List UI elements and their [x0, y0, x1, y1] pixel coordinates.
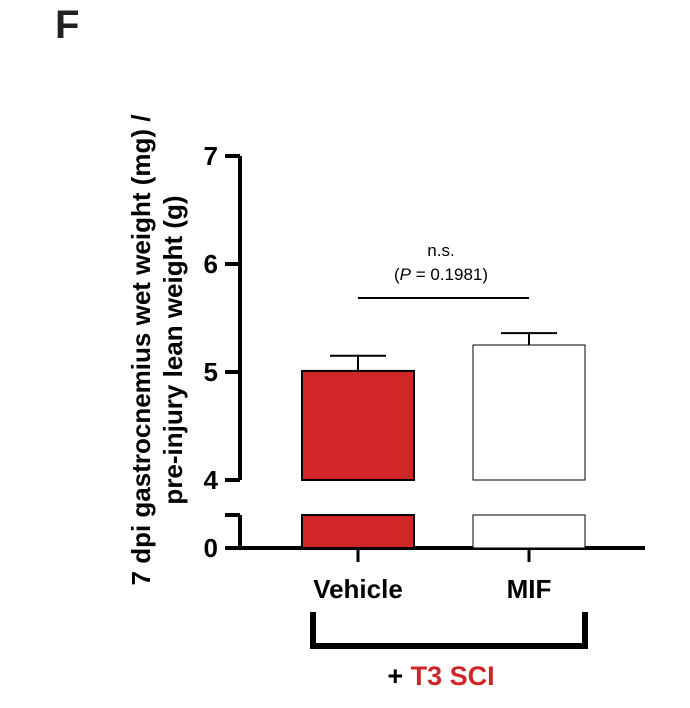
x-tick-label: Vehicle	[313, 574, 403, 604]
group-label: + T3 SCI	[387, 661, 494, 691]
y-tick-label: 5	[204, 357, 218, 387]
y-axis-title-line2: pre-injury lean weight (g)	[158, 195, 188, 504]
bar-vehicle-lower	[301, 514, 415, 549]
bar-mif-lower	[472, 514, 586, 549]
bar-vehicle-upper	[301, 369, 415, 482]
y-ticks: 4 5 6 7 0 Vehicle MIF	[204, 141, 552, 604]
y-tick-label: 4	[204, 465, 219, 495]
y-tick-label: 7	[204, 141, 218, 171]
significance-label: n.s.	[427, 241, 454, 260]
y-tick-label: 6	[204, 249, 218, 279]
bar-mif-upper	[472, 344, 586, 481]
p-value-label: (P = 0.1981)	[394, 265, 488, 284]
group-bracket	[310, 612, 588, 649]
y-axis-title-line1: 7 dpi gastrocnemius wet weight (mg) /	[126, 115, 156, 586]
bars	[301, 332, 586, 549]
group-label-highlight: T3 SCI	[411, 661, 495, 691]
x-tick-label: MIF	[507, 574, 552, 604]
y-tick-label: 0	[204, 533, 218, 563]
panel-label: F	[55, 3, 79, 47]
